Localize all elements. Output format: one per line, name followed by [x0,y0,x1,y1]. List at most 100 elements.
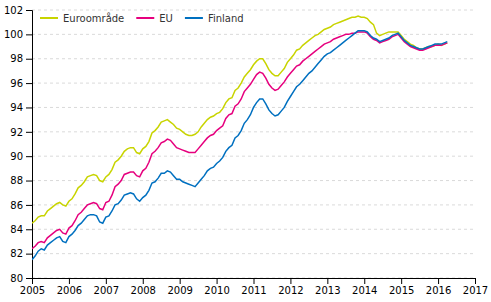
series-line [32,32,447,249]
x-axis: 2005200620072008200920102011201220132014… [20,278,488,296]
tick-mark [69,278,70,284]
tick-label: 2012 [278,285,303,296]
tick: 2011 [241,278,266,296]
grid-line [32,229,475,230]
tick-mark [26,254,32,255]
tick-label: 90 [10,151,23,162]
tick-mark [26,205,32,206]
tick: 86 [10,200,32,211]
tick-label: 94 [10,102,23,113]
legend-item: EU [136,13,173,24]
tick-label: 2005 [20,285,45,296]
tick-mark [26,156,32,157]
tick-mark [254,278,255,284]
tick: 2015 [389,278,414,296]
tick-label: 92 [10,127,23,138]
legend-swatch [40,17,58,19]
tick-mark [26,83,32,84]
y-axis: 80 82 84 86 88 90 92 94 96 98 100 102 [4,5,33,284]
tick: 2006 [57,278,82,296]
tick: 102 [4,5,32,16]
tick: 94 [10,102,32,113]
tick-mark [290,278,291,284]
tick-mark [26,132,32,133]
tick-mark [327,278,328,284]
grid-line [32,58,475,59]
series-line [32,16,447,223]
tick-label: 2009 [167,285,192,296]
tick-mark [438,278,439,284]
tick: 2017 [463,278,488,296]
grid [32,10,475,278]
tick: 2007 [94,278,119,296]
grid-line [32,253,475,254]
tick: 100 [4,29,32,40]
tick-mark [26,59,32,60]
grid-line [32,131,475,132]
tick-label: 84 [10,224,23,235]
grid-line [32,83,475,84]
legend-item: Euroområde [40,12,124,24]
tick-label: 2016 [426,285,451,296]
plot: 2005200620072008200920102011201220132014… [4,5,488,296]
legend-swatch [185,17,203,19]
tick-mark [217,278,218,284]
tick-label: 2010 [204,285,229,296]
legend-label: EU [159,13,173,24]
tick-label: 2011 [241,285,266,296]
tick: 2016 [426,278,451,296]
tick: 82 [10,248,32,259]
tick-mark [106,278,107,284]
tick-mark [26,107,32,108]
tick-mark [364,278,365,284]
tick: 92 [10,127,32,138]
tick: 98 [10,53,32,64]
tick-label: 2014 [352,285,377,296]
tick-label: 100 [4,29,23,40]
tick: 84 [10,224,32,235]
tick: 90 [10,151,32,162]
tick: 2009 [167,278,192,296]
tick-label: 88 [10,175,23,186]
tick-label: 2017 [463,285,488,296]
tick-label: 2015 [389,285,414,296]
tick-label: 80 [10,273,23,284]
grid-line [32,10,475,11]
series-line [32,31,447,260]
tick: 2012 [278,278,303,296]
grid-line [32,156,475,157]
legend: Euroområde EU Finland [40,12,244,24]
tick-label: 98 [10,53,23,64]
tick: 80 [10,273,32,284]
lines [32,16,447,260]
axis-line [26,11,33,279]
chart: 2005200620072008200920102011201220132014… [0,0,491,302]
tick-label: 2007 [94,285,119,296]
grid-line [32,180,475,181]
tick: 96 [10,78,32,89]
tick-mark [401,278,402,284]
legend-label: Finland [208,13,244,24]
tick-label: 82 [10,248,23,259]
tick: 2014 [352,278,377,296]
tick-mark [26,10,32,11]
tick: 2008 [131,278,156,296]
legend-item: Finland [185,13,244,24]
tick-mark [26,229,32,230]
tick-mark [180,278,181,284]
tick-label: 2006 [57,285,82,296]
tick: 2010 [204,278,229,296]
tick: 2005 [20,278,45,296]
legend-swatch [136,17,154,19]
tick-label: 2008 [131,285,156,296]
tick-mark [26,278,32,279]
tick-mark [475,278,476,284]
tick-label: 96 [10,78,23,89]
tick-label: 102 [4,5,23,16]
tick-label: 86 [10,200,23,211]
tick-mark [143,278,144,284]
tick: 88 [10,175,32,186]
axis-line [33,279,476,285]
grid-line [32,34,475,35]
tick-mark [26,181,32,182]
